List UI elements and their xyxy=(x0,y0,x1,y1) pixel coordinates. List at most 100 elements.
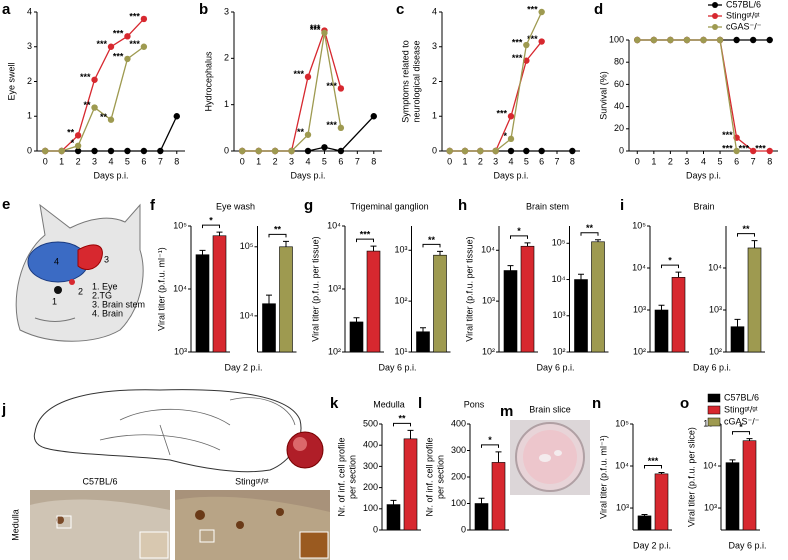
x-tick-label: 5 xyxy=(322,156,327,166)
y-axis-label: Viral titer (p.f.u. per tissue) xyxy=(464,236,474,341)
x-tick-label: 1 xyxy=(256,156,261,166)
eye xyxy=(54,286,62,294)
y-tick-label: 1 xyxy=(432,111,437,121)
data-point xyxy=(140,43,148,50)
y-tick-label: 0 xyxy=(224,145,229,155)
x-tick-label: 8 xyxy=(767,156,772,166)
y-tick-label: 10⁵ xyxy=(552,238,566,248)
x-tick-label: 2 xyxy=(273,156,278,166)
data-point xyxy=(124,33,131,40)
error-bar xyxy=(216,231,223,236)
y-axis-label: Viral titer (p.f.u. ml⁻¹) xyxy=(156,247,166,331)
bar xyxy=(520,245,535,353)
bar xyxy=(730,326,745,353)
data-point xyxy=(523,41,530,49)
error-bar xyxy=(407,429,414,439)
data-point xyxy=(107,116,115,123)
data-point xyxy=(42,147,49,155)
x-tick-label: 2 xyxy=(478,156,483,166)
error-bar xyxy=(658,472,665,474)
region-label: Medulla xyxy=(10,509,20,541)
significance-bracket xyxy=(422,243,441,248)
data-point xyxy=(304,73,312,81)
y-tick-label: 0 xyxy=(373,524,378,534)
significance-stars: *** xyxy=(512,53,523,63)
data-point xyxy=(288,147,295,155)
panel-letter: i xyxy=(620,197,624,214)
x-axis-label: Day 2 p.i. xyxy=(224,362,262,372)
error-bar xyxy=(266,294,272,304)
legend-label: C57BL/6 xyxy=(726,0,761,9)
significance-stars: *** xyxy=(129,11,140,21)
data-point xyxy=(321,144,328,151)
x-tick-label: 5 xyxy=(524,156,529,166)
y-tick-label: 200 xyxy=(363,482,378,492)
data-point xyxy=(538,38,545,45)
bar xyxy=(725,462,740,531)
y-axis-label: per section xyxy=(347,455,357,499)
data-point xyxy=(766,36,773,44)
bar xyxy=(503,270,518,353)
x-tick-label: 3 xyxy=(493,156,498,166)
significance-stars: *** xyxy=(80,72,91,82)
data-point xyxy=(733,147,740,155)
error-bar xyxy=(390,499,397,505)
y-tick-label: 10⁵ xyxy=(615,418,629,428)
y-axis-label: Viral titer (p.f.u. ml⁻¹) xyxy=(598,435,608,519)
y-axis-label: Nr. of inf. cell profile xyxy=(424,437,434,516)
data-point xyxy=(766,147,773,155)
data-point xyxy=(337,147,345,155)
y-tick-label: 10² xyxy=(394,296,407,306)
x-tick-label: 4 xyxy=(305,156,310,166)
x-tick-label: 6 xyxy=(734,156,739,166)
significance-stars: * xyxy=(503,131,507,141)
data-point xyxy=(271,147,279,155)
data-point xyxy=(492,147,499,155)
y-tick-label: 10⁴ xyxy=(552,274,566,284)
significance-bracket xyxy=(661,264,679,269)
brain-diagram xyxy=(30,389,330,560)
brain-slice-image xyxy=(510,420,590,495)
y-tick-label: 10² xyxy=(709,346,722,356)
x-tick-label: 6 xyxy=(141,156,146,166)
error-bar xyxy=(437,250,443,256)
significance-stars: *** xyxy=(648,456,659,466)
data-point xyxy=(124,55,131,63)
series-line xyxy=(449,11,543,152)
significance-stars: *** xyxy=(755,143,766,153)
bar xyxy=(747,247,762,353)
significance-stars: *** xyxy=(722,143,733,153)
y-tick-label: 10³ xyxy=(328,283,341,293)
region-number: 2 xyxy=(78,286,83,296)
significance-stars: *** xyxy=(129,39,140,49)
y-tick-label: 10⁴ xyxy=(615,460,629,470)
significance-bracket xyxy=(202,224,220,229)
data-point xyxy=(507,113,515,120)
data-point xyxy=(239,147,246,155)
y-tick-label: 300 xyxy=(363,461,378,471)
y-tick-label: 2 xyxy=(27,76,32,86)
y-tick-label: 3 xyxy=(432,41,437,51)
data-point xyxy=(74,142,82,149)
significance-bracket xyxy=(356,238,374,243)
data-point xyxy=(157,147,164,155)
y-tick-label: 4 xyxy=(432,6,437,16)
y-tick-label: 10¹ xyxy=(394,346,407,356)
data-point xyxy=(716,36,724,44)
data-point xyxy=(107,147,115,155)
strain-label: Stingᵍᵗ/ᵍᵗ xyxy=(235,476,269,486)
data-point xyxy=(304,131,312,138)
data-point xyxy=(107,43,115,50)
tg-region xyxy=(69,279,75,285)
significance-stars: *** xyxy=(527,34,538,44)
y-tick-label: 200 xyxy=(451,471,466,481)
data-point xyxy=(337,124,345,132)
image-title: Brain slice xyxy=(529,404,571,414)
data-point xyxy=(749,36,757,44)
data-point xyxy=(370,113,377,120)
x-tick-label: 1 xyxy=(462,156,467,166)
region-item: 2.TG xyxy=(92,290,112,300)
error-bar xyxy=(370,245,377,252)
mouth xyxy=(34,317,76,322)
panel-letter: g xyxy=(304,197,313,214)
